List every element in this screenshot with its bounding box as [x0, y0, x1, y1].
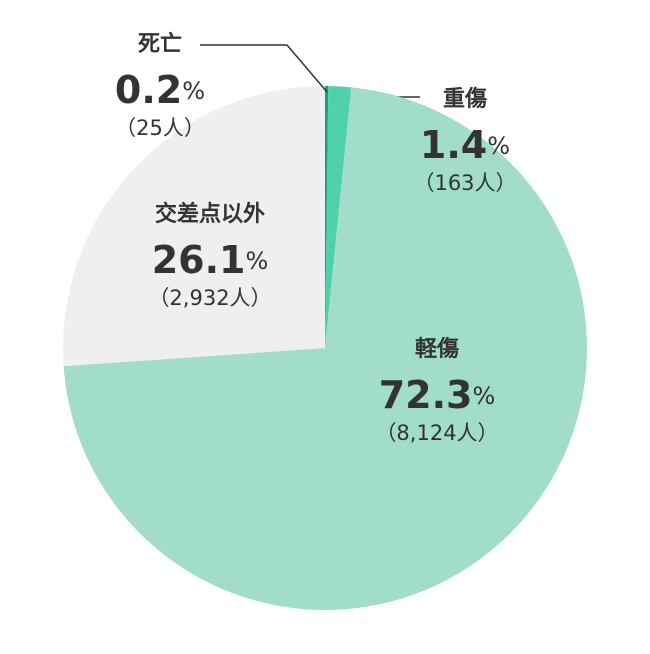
value-unit: %: [487, 132, 510, 160]
value-label: 0.2%: [115, 68, 205, 112]
value-number: 26.1: [152, 238, 246, 282]
value-label: 72.3%: [379, 373, 496, 417]
value-label: 1.4%: [420, 123, 510, 167]
pie-slice: [325, 86, 352, 348]
value-number: 1.4: [420, 123, 487, 167]
pie-slice: [63, 87, 587, 611]
count-label: （8,124人）: [375, 421, 498, 445]
count-label: （163人）: [413, 171, 516, 195]
value-label: 26.1%: [152, 238, 269, 282]
category-label: 交差点以外: [155, 201, 265, 227]
count-label: （25人）: [115, 116, 205, 140]
category-label: 重傷: [443, 86, 487, 112]
pie-slice: [325, 86, 329, 348]
value-number: 72.3: [379, 373, 473, 417]
category-label: 軽傷: [415, 336, 459, 362]
count-label: （2,932人）: [148, 286, 271, 310]
category-label: 死亡: [138, 31, 182, 57]
value-unit: %: [245, 247, 268, 275]
value-unit: %: [472, 382, 495, 410]
pie-slice: [62, 86, 325, 367]
value-unit: %: [182, 77, 205, 105]
value-number: 0.2: [115, 68, 182, 112]
slices: [62, 86, 587, 611]
leader-line: [200, 44, 328, 93]
